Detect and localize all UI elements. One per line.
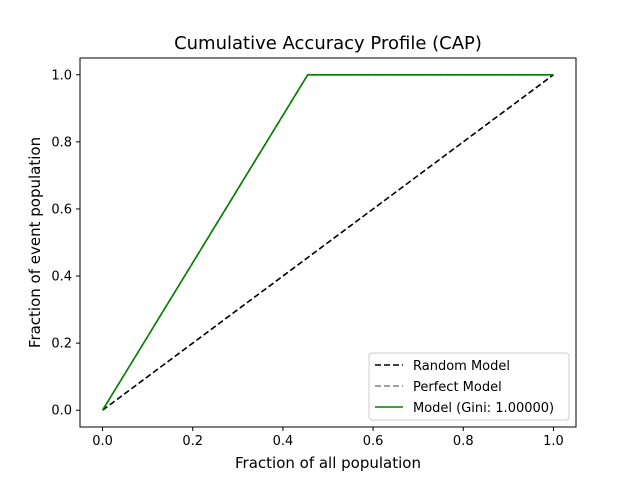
x-tick-label: 0.0: [92, 434, 113, 449]
y-tick-label: 0.0: [51, 404, 72, 419]
plot-frame: [79, 57, 577, 428]
legend-label-2: Model (Gini: 1.00000): [413, 401, 554, 416]
legend: Random Model Perfect Model Model (Gini: 1.…: [368, 352, 570, 421]
chart-title: Cumulative Accuracy Profile (CAP): [174, 33, 482, 54]
series-line-2: [101, 73, 554, 411]
x-tick-label: 1.0: [543, 434, 564, 449]
y-tick-label: 1.0: [51, 68, 72, 83]
x-axis-ticks: 0.0 0.2 0.4 0.6 0.8 1.0: [92, 427, 564, 449]
legend-label-0: Random Model: [413, 359, 510, 374]
x-tick-label: 0.8: [453, 434, 474, 449]
x-axis-label: Fraction of all population: [235, 454, 421, 472]
series-line-0: [102, 74, 554, 411]
x-tick-label: 0.6: [363, 434, 384, 449]
y-tick-label: 0.8: [51, 135, 72, 150]
legend-box: [368, 352, 570, 421]
y-tick-label: 0.2: [51, 337, 72, 352]
legend-label-1: Perfect Model: [413, 380, 502, 395]
y-tick-label: 0.4: [51, 270, 72, 285]
y-axis-label: Fraction of event population: [26, 137, 44, 348]
y-axis-ticks: 0.0 0.2 0.4 0.6 0.8 1.0: [51, 68, 80, 419]
series-layer: [101, 73, 554, 411]
y-tick-label: 0.6: [51, 202, 72, 217]
x-tick-label: 0.4: [273, 434, 294, 449]
x-tick-label: 0.2: [182, 434, 203, 449]
